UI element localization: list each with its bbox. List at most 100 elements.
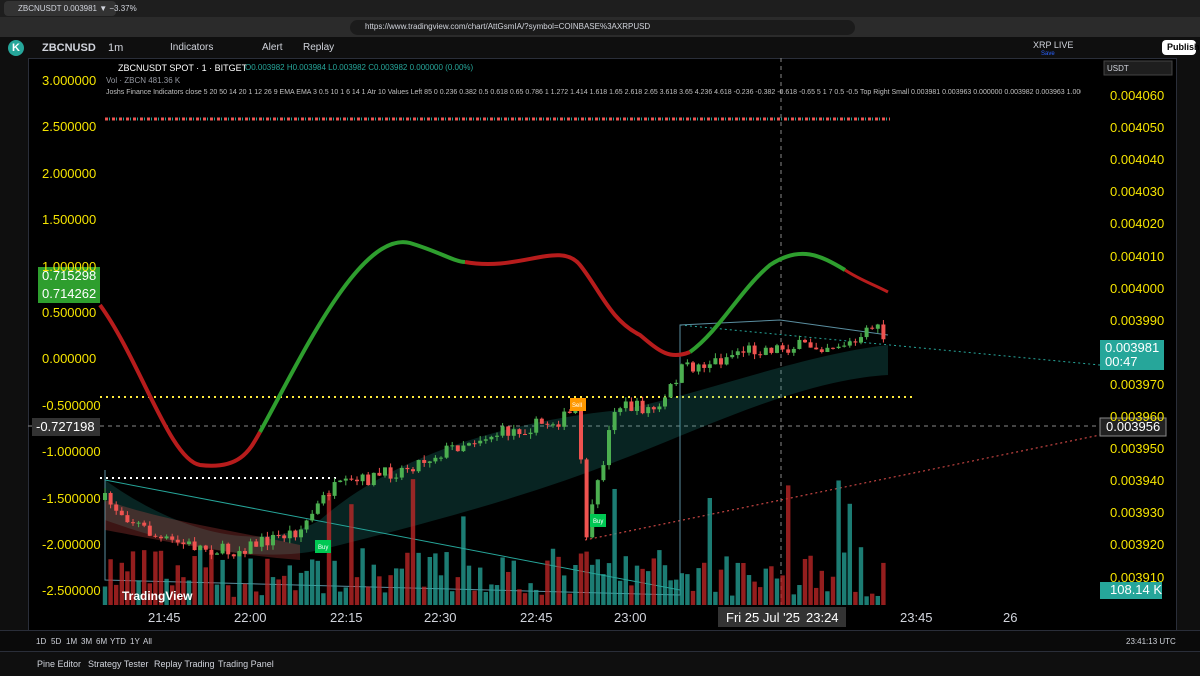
volume-bar xyxy=(870,593,875,605)
volume-bar xyxy=(780,575,785,605)
range-button[interactable]: 1Y xyxy=(130,637,140,646)
range-button[interactable]: YTD xyxy=(110,637,126,646)
range-button[interactable]: 3M xyxy=(81,637,93,646)
volume-bar xyxy=(556,556,561,605)
left-marker: 0.715298 xyxy=(42,268,97,283)
volume-bar xyxy=(164,578,169,605)
drawing-toolbar xyxy=(0,58,29,650)
candle xyxy=(562,411,567,427)
volume-bar xyxy=(366,586,371,605)
volume-bar xyxy=(472,590,477,605)
tab-title: ZBCNUSDT 0.003981 ▼ −3.37% xyxy=(18,4,137,13)
volume-bar xyxy=(752,581,757,605)
publish-label[interactable]: Publish xyxy=(1167,42,1200,52)
volume-bar xyxy=(483,591,488,605)
candle xyxy=(310,513,315,521)
candle xyxy=(377,472,382,476)
volume-bar xyxy=(590,564,595,605)
volume-bar xyxy=(478,567,483,605)
interval[interactable]: 1m xyxy=(108,42,124,54)
symbol-search[interactable]: ZBCNUSD xyxy=(42,42,96,54)
candle xyxy=(724,357,729,365)
candle xyxy=(388,467,393,479)
volume-bar xyxy=(819,570,824,605)
volume-bar xyxy=(349,504,354,605)
browser-tab[interactable] xyxy=(4,1,116,16)
volume-bar xyxy=(679,573,684,605)
left-axis-label: 3.000000 xyxy=(42,73,97,88)
volume-bar xyxy=(696,568,701,605)
volume-bar xyxy=(601,574,606,605)
candle xyxy=(651,407,656,410)
account-avatar[interactable] xyxy=(8,40,24,56)
marker-tag xyxy=(38,267,100,285)
volume-bar xyxy=(119,562,124,605)
range-button[interactable]: 6M xyxy=(96,637,108,646)
right-axis-label: 0.004050 xyxy=(1110,120,1165,136)
volume-bar xyxy=(237,551,242,605)
range-button[interactable]: All xyxy=(143,637,152,646)
volume-bar xyxy=(175,565,180,605)
currency-select[interactable] xyxy=(1103,60,1173,76)
candle xyxy=(567,411,572,413)
bottom-tab[interactable]: Trading Panel xyxy=(218,659,274,669)
volume-bar xyxy=(186,580,192,605)
volume-bar xyxy=(427,556,432,605)
volume-bar xyxy=(276,579,281,605)
candle xyxy=(164,536,169,539)
candle xyxy=(657,406,662,410)
range-button[interactable]: 1M xyxy=(66,637,78,646)
candle xyxy=(444,445,449,458)
publish-button[interactable] xyxy=(1162,40,1196,55)
volume-bar xyxy=(433,553,438,605)
volume-bar xyxy=(634,565,640,605)
right-axis-label: 0.003950 xyxy=(1110,441,1165,457)
left-marker: -0.727198 xyxy=(36,419,95,434)
range-button[interactable]: 1D xyxy=(36,637,47,646)
range-button[interactable]: 5D xyxy=(51,637,62,646)
candle xyxy=(450,445,455,447)
candle xyxy=(629,401,634,411)
volume-bar xyxy=(573,565,578,605)
candle xyxy=(545,423,550,425)
layout-name[interactable]: XRP LIVE xyxy=(1033,40,1074,50)
indicators-button[interactable]: Indicators xyxy=(170,42,214,53)
volume-bar xyxy=(136,580,141,605)
replay-button[interactable]: Replay xyxy=(303,42,335,53)
volume-bar xyxy=(741,563,746,605)
bottom-tab[interactable]: Strategy Tester xyxy=(88,659,149,669)
url: https://www.tradingview.com/chart/AttGsm… xyxy=(365,22,651,31)
candle xyxy=(786,349,791,353)
volume-bar xyxy=(562,575,567,605)
legend-ohlc: O0.003982 H0.003984 L0.003982 C0.003982 … xyxy=(245,63,474,72)
candle xyxy=(573,409,578,413)
volume-bar xyxy=(511,560,516,605)
left-marker: 0.714262 xyxy=(42,286,97,301)
volume-bar xyxy=(466,565,472,605)
volume-bar xyxy=(830,576,836,605)
candle xyxy=(338,480,343,483)
save-button[interactable]: Save xyxy=(1041,51,1055,57)
bottom-tab[interactable]: Replay Trading xyxy=(154,659,215,669)
candle xyxy=(181,542,186,545)
candle xyxy=(394,477,399,479)
account[interactable]: K xyxy=(12,42,20,54)
candle xyxy=(153,535,158,537)
alert-button[interactable]: Alert xyxy=(262,42,283,53)
candle xyxy=(618,408,623,413)
volume-bar xyxy=(371,564,376,605)
candles xyxy=(103,320,886,560)
candle xyxy=(243,550,247,554)
url-field[interactable] xyxy=(350,20,855,35)
time-label: 23:45 xyxy=(900,610,933,625)
candle xyxy=(612,412,617,431)
candle xyxy=(674,382,679,385)
volume-bar xyxy=(657,550,662,605)
candle xyxy=(713,358,718,365)
volume-bar xyxy=(858,547,864,605)
candle xyxy=(461,445,466,452)
bottom-tab[interactable]: Pine Editor xyxy=(37,659,82,669)
candle xyxy=(741,351,746,353)
candle xyxy=(758,354,763,356)
volume-bar xyxy=(382,592,388,605)
